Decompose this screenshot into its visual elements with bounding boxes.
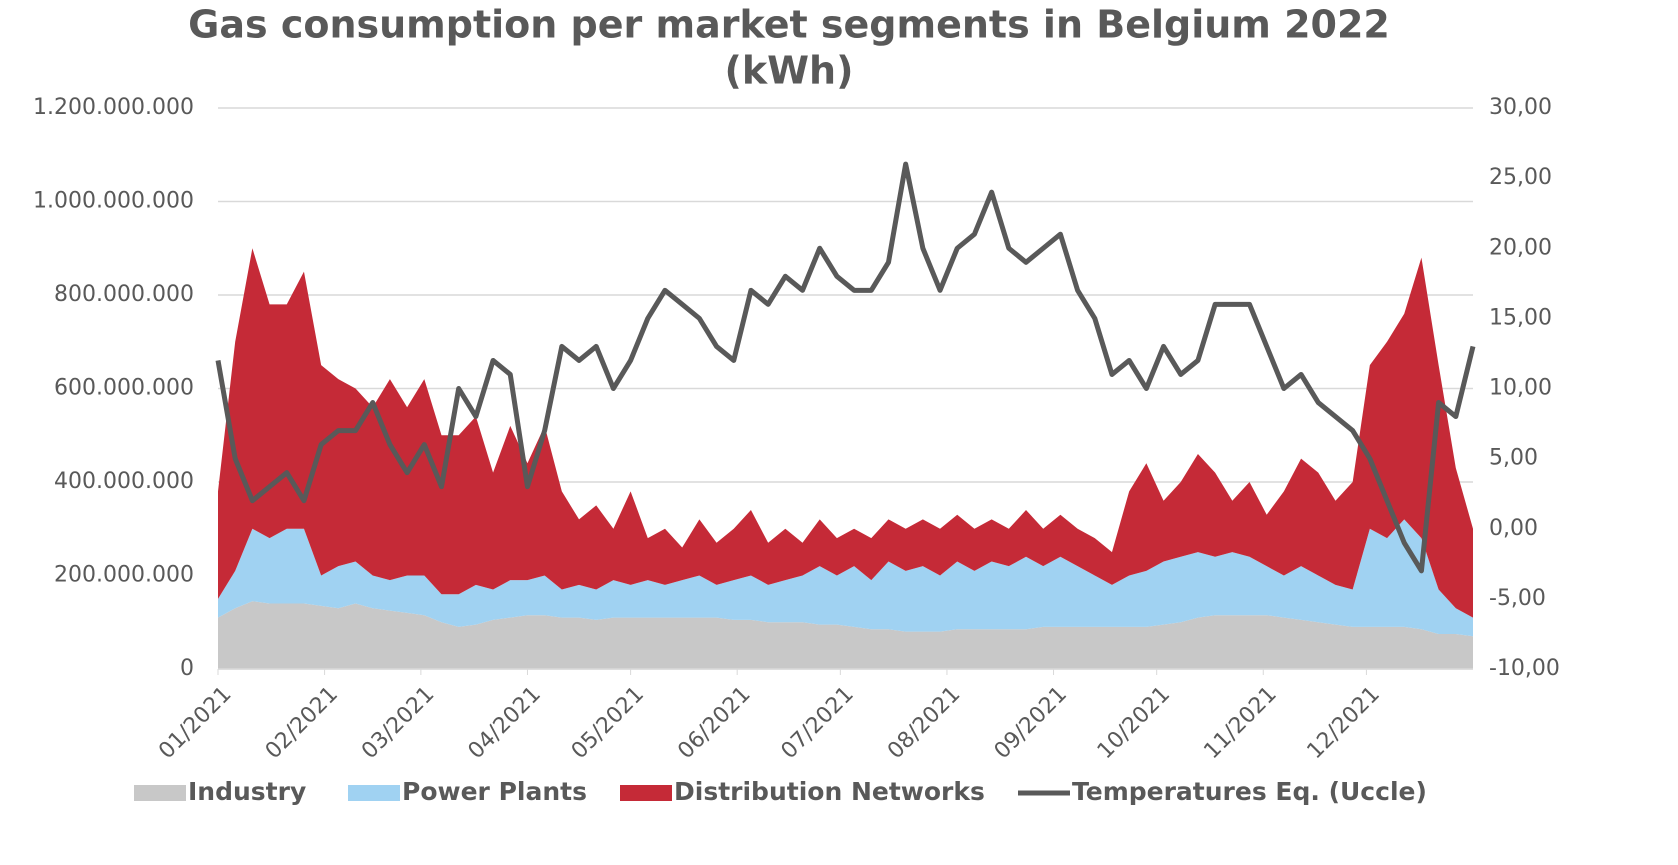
area bbox=[218, 519, 1473, 637]
x-tick-label: 05/2021 bbox=[567, 682, 649, 764]
y-tick-label: 200.000.000 bbox=[54, 563, 194, 588]
y2-tick-label: 15,00 bbox=[1489, 305, 1552, 330]
legend-label: Industry bbox=[188, 777, 306, 806]
legend-label: Temperatures Eq. (Uccle) bbox=[1072, 777, 1427, 806]
y2-tick-label: 30,00 bbox=[1489, 95, 1552, 120]
x-tick-label: 04/2021 bbox=[464, 682, 546, 764]
legend-swatch bbox=[620, 785, 672, 801]
area bbox=[218, 601, 1473, 669]
x-tick-label: 12/2021 bbox=[1303, 682, 1385, 764]
x-tick-label: 08/2021 bbox=[883, 682, 965, 764]
line bbox=[215, 161, 1476, 574]
x-tick-label: 02/2021 bbox=[261, 682, 343, 764]
y-tick-label: 600.000.000 bbox=[54, 376, 194, 401]
x-tick-label: 11/2021 bbox=[1199, 682, 1281, 764]
area bbox=[218, 248, 1473, 618]
x-tick-label: 06/2021 bbox=[673, 682, 755, 764]
y2-tick-label: 0,00 bbox=[1489, 516, 1538, 541]
legend-label: Distribution Networks bbox=[674, 777, 985, 806]
legend-swatch bbox=[348, 785, 400, 801]
y2-tick-label: -10,00 bbox=[1489, 656, 1560, 681]
legend-label: Power Plants bbox=[402, 777, 587, 806]
y2-tick-label: 25,00 bbox=[1489, 165, 1552, 190]
y2-tick-label: 20,00 bbox=[1489, 235, 1552, 260]
y2-tick-label: 5,00 bbox=[1489, 446, 1538, 471]
y2-tick-label: 10,00 bbox=[1489, 376, 1552, 401]
x-tick-label: 07/2021 bbox=[777, 682, 859, 764]
legend-swatch bbox=[134, 785, 186, 801]
x-tick-label: 03/2021 bbox=[357, 682, 439, 764]
y-tick-label: 400.000.000 bbox=[54, 469, 194, 494]
x-tick-label: 10/2021 bbox=[1093, 682, 1175, 764]
x-tick-label: 09/2021 bbox=[990, 682, 1072, 764]
x-tick-label: 01/2021 bbox=[154, 682, 236, 764]
chart-title: Gas consumption per market segments in B… bbox=[188, 3, 1390, 47]
areas bbox=[218, 248, 1473, 669]
y-tick-label: 0 bbox=[180, 656, 194, 681]
y2-tick-label: -5,00 bbox=[1489, 586, 1546, 611]
y-tick-label: 1.200.000.000 bbox=[33, 95, 194, 120]
y-tick-label: 800.000.000 bbox=[54, 282, 194, 307]
y-tick-label: 1.000.000.000 bbox=[33, 189, 194, 214]
chart-subtitle: (kWh) bbox=[725, 49, 854, 93]
